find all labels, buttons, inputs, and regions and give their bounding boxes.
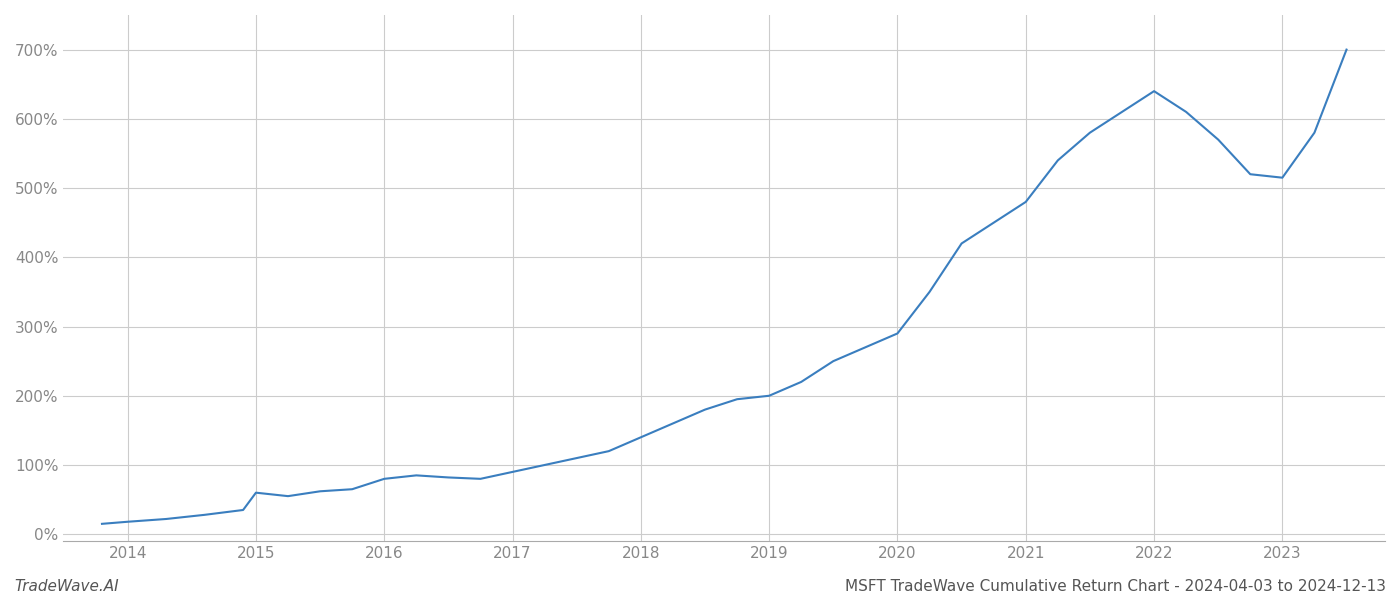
Text: MSFT TradeWave Cumulative Return Chart - 2024-04-03 to 2024-12-13: MSFT TradeWave Cumulative Return Chart -…: [846, 579, 1386, 594]
Text: TradeWave.AI: TradeWave.AI: [14, 579, 119, 594]
